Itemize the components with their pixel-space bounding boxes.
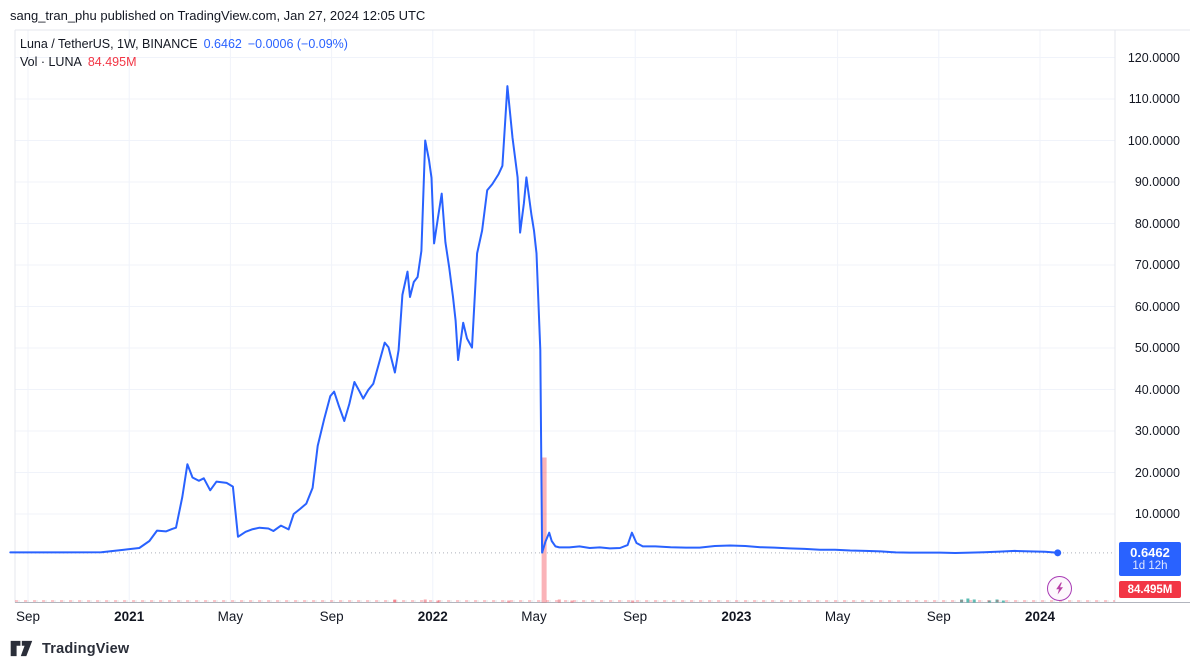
volume-bar — [960, 599, 964, 603]
volume-bar — [966, 598, 970, 603]
time-axis-label: Sep — [623, 609, 648, 624]
time-axis-label: Sep — [926, 609, 951, 624]
volume-bar — [1001, 600, 1005, 603]
volume-bar — [972, 599, 976, 603]
flash-ideas-button[interactable] — [1047, 576, 1072, 601]
time-axis-label: 2023 — [721, 609, 752, 624]
price-line-series — [9, 85, 1059, 554]
price-axis-label: 110.0000 — [1128, 92, 1180, 106]
time-axis-label: 2022 — [417, 609, 448, 624]
price-axis-label: 10.0000 — [1134, 507, 1180, 521]
volume-bar — [423, 599, 427, 603]
tradingview-brand-text: TradingView — [42, 640, 130, 657]
time-axis-label: 2024 — [1024, 609, 1056, 624]
last-price-dot — [1054, 549, 1062, 557]
volume-bar — [987, 600, 991, 603]
volume-bar — [995, 599, 999, 603]
price-axis-label: 120.0000 — [1127, 50, 1180, 65]
volume-baseline-bars — [15, 600, 1115, 602]
volume-bar — [570, 600, 574, 603]
symbol-legend: Luna / TetherUS, 1W, BINANCE 0.6462 −0.000… — [20, 37, 348, 51]
volume-bar — [393, 599, 397, 603]
bar-countdown: 1d 12h — [1132, 560, 1168, 572]
volume-label: Vol · LUNA — [20, 55, 82, 69]
volume-badge: 84.495M — [1119, 581, 1181, 598]
volume-spike-bar — [541, 457, 547, 603]
price-axis-label: 30.0000 — [1134, 424, 1180, 438]
time-axis-label: May — [521, 609, 547, 624]
symbol-name: Luna / TetherUS, 1W, BINANCE — [20, 37, 198, 51]
time-axis-label: May — [217, 609, 244, 624]
volume-bar — [557, 599, 561, 603]
time-axis-label: 2021 — [114, 609, 145, 624]
volume-value: 84.495M — [87, 55, 137, 69]
price-axis-label: 70.0000 — [1134, 258, 1180, 272]
price-axis-label: 40.0000 — [1134, 382, 1180, 397]
price-axis-label: 20.0000 — [1134, 465, 1180, 480]
attribution-text: sang_tran_phu published on TradingView.c… — [10, 8, 426, 23]
time-axis-label: May — [824, 609, 851, 624]
last-price-badge: 0.6462 1d 12h — [1119, 542, 1181, 576]
price-axis-label: 60.0000 — [1134, 299, 1180, 314]
tradingview-logo-icon — [10, 640, 33, 657]
last-price-value: 0.6462 — [1130, 545, 1170, 560]
volume-bar — [631, 600, 635, 603]
volume-bar — [507, 600, 511, 603]
volume-badge-value: 84.495M — [1127, 583, 1173, 596]
volume-bar — [436, 600, 440, 603]
time-axis-label: Sep — [319, 609, 344, 624]
price-axis-label: 100.0000 — [1127, 133, 1180, 148]
volume-legend: Vol · LUNA 84.495M — [20, 55, 137, 69]
price-axis-label: 80.0000 — [1134, 216, 1180, 231]
time-axis-label: Sep — [15, 609, 41, 624]
legend-change: −0.0006 (−0.09%) — [247, 37, 348, 51]
price-axis-label: 90.0000 — [1134, 175, 1180, 189]
tradingview-attribution-link[interactable]: TradingView — [10, 640, 129, 657]
legend-last-price: 0.6462 — [203, 37, 242, 51]
price-axis-label: 50.0000 — [1134, 341, 1180, 355]
lightning-bolt-icon — [1056, 582, 1063, 595]
